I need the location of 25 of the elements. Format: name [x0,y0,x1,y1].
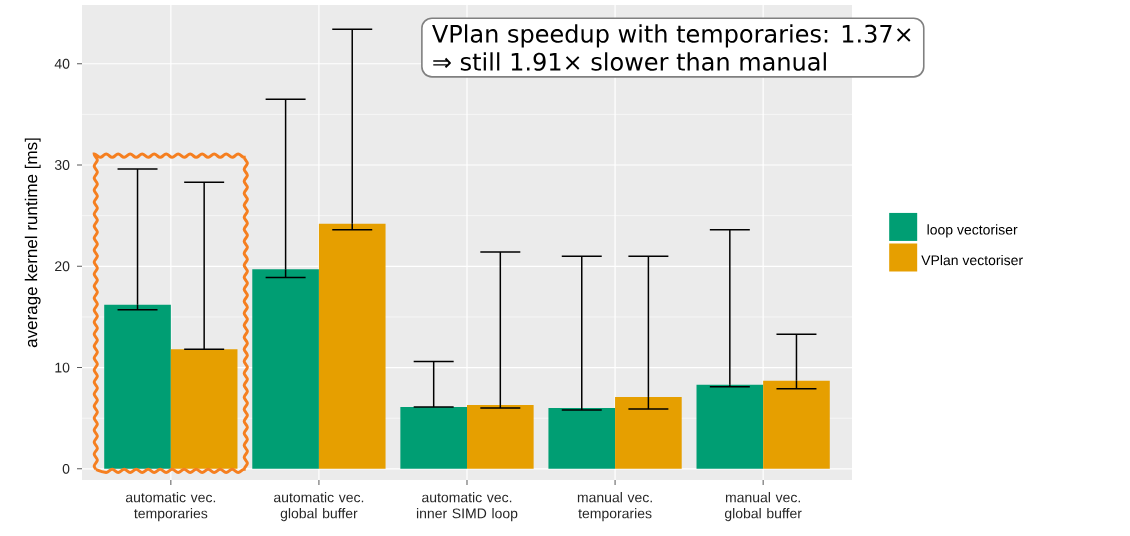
y-tick-label: 40 [54,58,70,69]
bar [170,349,238,469]
annotation: ⇒ still 1.91× slower than manual [433,52,826,71]
legend-label: loop vectoriser [927,224,1018,238]
annotation: VPlan speedup with temporaries: 1.37× [432,24,911,48]
x-tick-label: manual vec. temporaries [577,492,652,522]
y-tick-label: 0 [62,463,70,474]
bar [696,384,764,469]
bar [466,405,534,469]
bar [400,407,467,469]
bar [318,223,386,469]
y-axis-title: average kernel runtime [ms] [24,138,41,348]
bar [252,269,319,469]
y-tick-label: 10 [55,362,70,373]
bar [548,408,616,469]
x-tick-label: manual vec. global buffer [724,492,802,522]
y-tick-label: 20 [55,261,70,272]
bar [763,380,830,469]
x-tick-label: automatic vec. inner SIMD loop [416,492,518,522]
bar [104,304,171,469]
y-tick-label: 30 [54,160,70,170]
legend-label: VPlan vectoriser [921,254,1023,266]
x-tick-label: automatic vec. temporaries [125,492,216,522]
x-tick-label: automatic vec. global buffer [274,492,364,522]
bar [615,396,682,469]
